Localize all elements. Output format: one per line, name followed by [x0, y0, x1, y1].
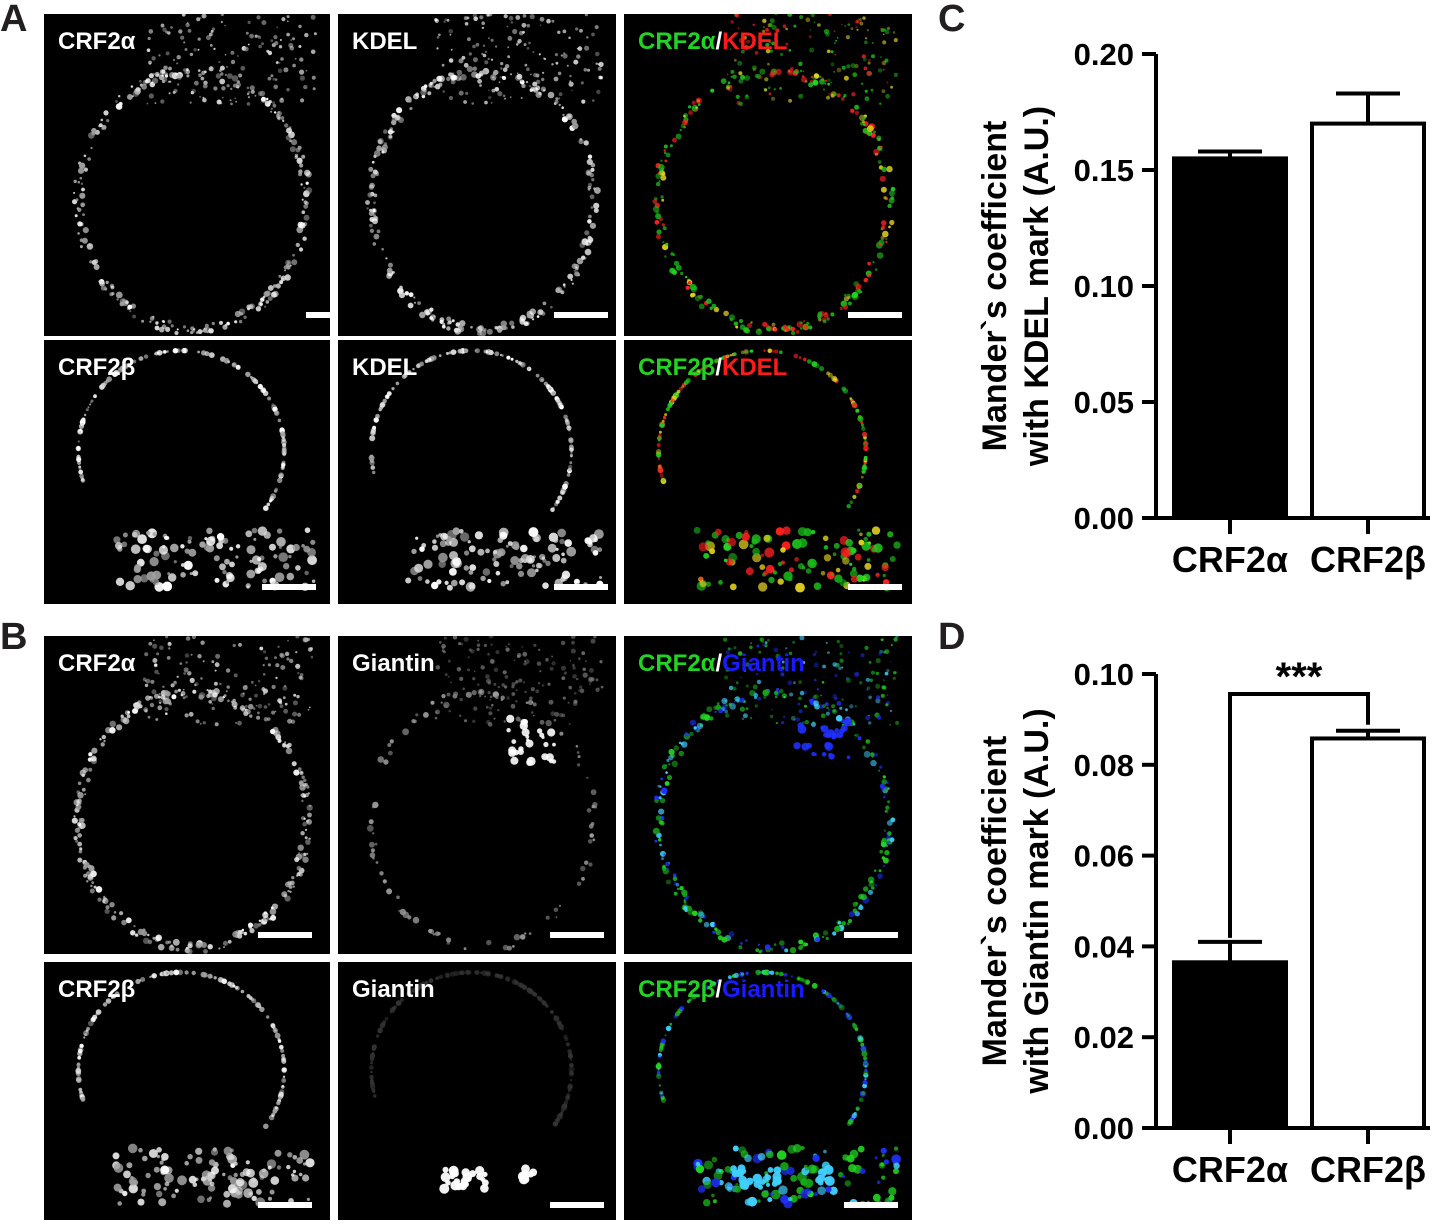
y-axis-label-line2: with Giantin mark (A.U.)	[1018, 708, 1056, 1094]
micrograph-a-kdel: KDEL	[338, 14, 616, 336]
micrograph-b-giantin: Giantin	[338, 636, 616, 954]
bar-crf2a	[1172, 960, 1288, 1131]
micrograph-label: CRF2β/KDEL	[638, 354, 787, 382]
x-tick-label: CRF2α	[1172, 1149, 1288, 1190]
micrograph-b-crf2a: CRF2α	[44, 636, 330, 954]
y-tick-label: 0.05	[1074, 385, 1134, 420]
label-separator: /	[715, 650, 723, 677]
cell-speckle	[368, 348, 604, 592]
scale-bar	[844, 932, 898, 938]
cell-speckle	[365, 14, 604, 336]
label-red-part: KDEL	[722, 28, 788, 55]
label-green-part: CRF2α	[638, 28, 716, 55]
micrograph-label: CRF2β	[58, 354, 136, 381]
micrograph-label: KDEL	[352, 354, 418, 381]
scale-bar	[554, 312, 608, 318]
cell-speckle	[71, 636, 314, 954]
y-tick-label: 0.10	[1074, 269, 1134, 304]
cell-speckle	[655, 969, 901, 1209]
scale-bar	[844, 1202, 898, 1208]
label-green-part: CRF2α	[638, 650, 716, 677]
panel-letter-d: D	[938, 616, 966, 658]
micrograph-a-merge-2: CRF2β/KDEL	[624, 340, 912, 604]
scale-bar	[550, 1202, 604, 1208]
cell-speckle	[652, 636, 900, 954]
cell-speckle	[652, 14, 898, 336]
scale-bar	[258, 932, 312, 938]
x-tick-label: CRF2β	[1310, 1149, 1426, 1190]
bar-crf2b	[1310, 736, 1426, 1131]
y-tick-label: 0.08	[1074, 748, 1134, 783]
cell-speckle	[75, 347, 317, 592]
y-tick-label: 0.02	[1074, 1020, 1134, 1055]
scale-bar	[848, 584, 902, 590]
scale-bar	[262, 584, 316, 590]
micrograph-a-crf2a: CRF2α	[44, 14, 330, 336]
y-tick-label: 0.10	[1074, 657, 1134, 692]
label-blue-part: Giantin	[722, 976, 805, 1003]
micrograph-label: CRF2α	[58, 28, 136, 55]
y-tick-label: 0.20	[1074, 37, 1134, 72]
micrograph-label: KDEL	[352, 28, 418, 55]
x-tick-label: CRF2α	[1172, 539, 1288, 580]
chart-d-svg: 0.00 0.02 0.04 0.06 0.08 0.10 Mander`s coeffic…	[976, 655, 1432, 1190]
significance-bracket	[1228, 692, 1370, 938]
micrograph-a-crf2b: CRF2β	[44, 340, 330, 604]
label-separator: /	[715, 976, 722, 1003]
significance-label: ***	[1276, 655, 1323, 699]
micrograph-label: CRF2α/Giantin	[638, 650, 805, 678]
cell-speckle	[369, 969, 575, 1194]
y-axis-label-line1: Mander`s coefficient	[976, 736, 1014, 1067]
bar-crf2a	[1172, 156, 1288, 520]
micrograph-label: CRF2α	[58, 650, 136, 677]
micrograph-label: Giantin	[352, 650, 435, 677]
scale-bar	[550, 932, 604, 938]
cell-speckle	[655, 348, 901, 593]
y-tick-label: 0.00	[1074, 501, 1134, 536]
cell-speckle	[72, 14, 317, 336]
scale-bar	[848, 312, 902, 318]
chart-c: 0.00 0.05 0.10 0.15 0.20 Mander`s coefficient…	[940, 20, 1432, 610]
label-blue-part: Giantin	[722, 650, 805, 677]
label-green-part: CRF2β	[638, 976, 716, 1003]
label-red-part: KDEL	[722, 354, 788, 381]
y-axis-label-line2: with KDEL mark (A.U.)	[1018, 106, 1056, 467]
chart-d: 0.00 0.02 0.04 0.06 0.08 0.10 Mander`s coeffic…	[940, 640, 1432, 1220]
panel-letter-a: A	[0, 0, 28, 40]
y-tick-label: 0.04	[1074, 929, 1135, 964]
micrograph-b-merge-2: CRF2β/Giantin	[624, 962, 912, 1220]
micrograph-a-merge: CRF2α/KDEL	[624, 14, 912, 336]
micrograph-label: CRF2β/Giantin	[638, 976, 805, 1004]
label-separator: /	[715, 28, 723, 55]
bar-crf2b	[1310, 121, 1426, 520]
scale-bar	[306, 312, 330, 318]
panel-letter-b: B	[0, 616, 28, 658]
y-tick-label: 0.15	[1074, 153, 1134, 188]
chart-c-svg: 0.00 0.05 0.10 0.15 0.20 Mander`s coefficient…	[976, 37, 1432, 580]
y-tick-label: 0.00	[1074, 1111, 1134, 1146]
y-tick-label: 0.06	[1074, 839, 1134, 874]
label-green-part: CRF2β	[638, 354, 716, 381]
micrograph-b-merge: CRF2α/Giantin	[624, 636, 912, 954]
panel-letter-c: C	[938, 0, 966, 40]
micrograph-b-crf2b: CRF2β	[44, 962, 330, 1220]
scale-bar	[554, 584, 608, 590]
micrograph-label: CRF2β	[58, 976, 136, 1003]
cell-speckle	[366, 636, 604, 951]
y-axis-label-line1: Mander`s coefficient	[976, 121, 1014, 452]
label-separator: /	[715, 354, 722, 381]
micrograph-a-kdel-2: KDEL	[338, 340, 616, 604]
scale-bar	[258, 1202, 312, 1208]
micrograph-b-giantin-2: Giantin	[338, 962, 616, 1220]
micrograph-label: CRF2α/KDEL	[638, 28, 787, 56]
micrograph-label: Giantin	[352, 976, 435, 1003]
x-tick-label: CRF2β	[1310, 539, 1426, 580]
